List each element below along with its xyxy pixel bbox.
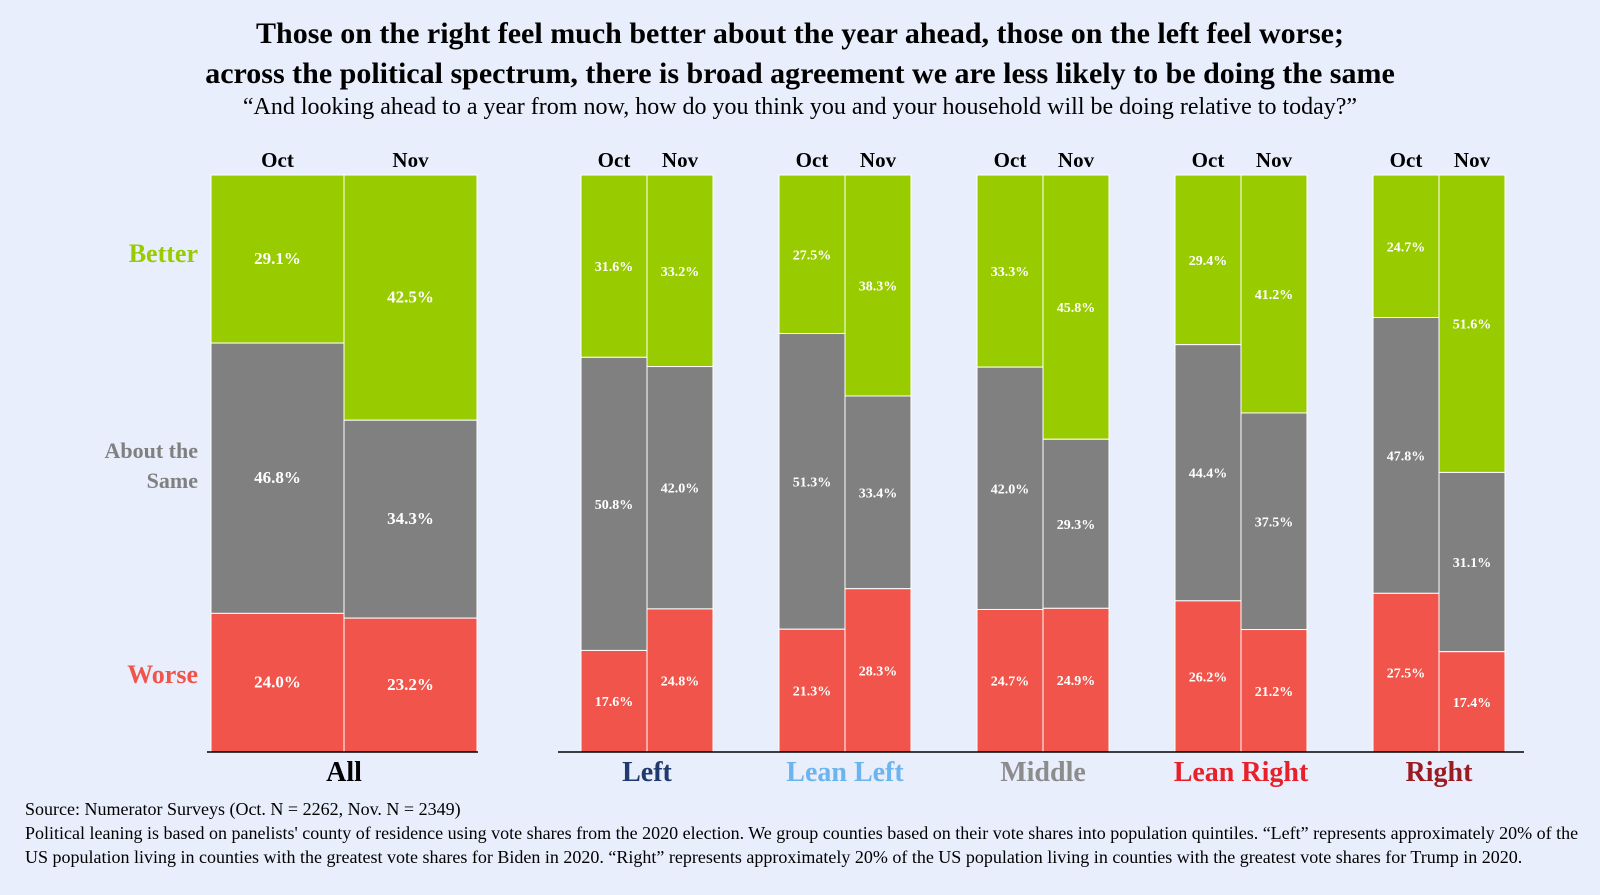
bar-period-label-all-oct: Oct: [261, 148, 294, 172]
data-label-better-right-nov: 51.6%: [1453, 318, 1492, 333]
data-label-same-left-oct: 50.8%: [595, 498, 634, 513]
bar-segment-better-right-oct: [1372, 174, 1440, 319]
data-label-same-middle-nov: 29.3%: [1057, 518, 1096, 533]
data-label-worse-right-nov: 17.4%: [1453, 696, 1492, 711]
bar-segment-worse-right-nov: [1438, 651, 1506, 753]
data-label-worse-left-nov: 24.8%: [661, 674, 700, 689]
group-label-lean-left: Lean Left: [786, 757, 904, 788]
bar-period-label-left-oct: Oct: [598, 148, 631, 172]
data-label-better-left-oct: 31.6%: [595, 260, 634, 275]
bar-period-label-left-nov: Nov: [662, 148, 699, 172]
bar-period-label-middle-nov: Nov: [1058, 148, 1095, 172]
row-label-better: Better: [129, 239, 198, 268]
bar-segment-better-lean-left-oct: [778, 174, 846, 335]
data-label-worse-middle-nov: 24.9%: [1057, 674, 1096, 689]
bar-segment-same-right-oct: [1372, 317, 1440, 594]
bar-segment-worse-lean-left-oct: [778, 628, 846, 753]
bar-segment-same-left-nov: [646, 366, 714, 610]
data-label-same-right-oct: 47.8%: [1387, 449, 1426, 464]
data-label-better-lean-right-oct: 29.4%: [1189, 254, 1228, 269]
bar-segment-worse-left-oct: [580, 649, 648, 753]
group-label-right: Right: [1406, 757, 1474, 788]
data-label-worse-lean-left-oct: 21.3%: [793, 685, 832, 700]
data-label-worse-all-oct: 24.0%: [254, 673, 301, 692]
group-label-lean-right: Lean Right: [1174, 757, 1309, 788]
data-label-better-right-oct: 24.7%: [1387, 240, 1426, 255]
bar-segment-worse-lean-right-nov: [1240, 629, 1308, 753]
row-label-same-line-2: Same: [147, 468, 199, 493]
stacked-bar-chart: 29.1% 46.8% 24.0% Oct 42.5% 34.3% 23.2% Nov All 3…: [104, 148, 1524, 788]
row-label-worse: Worse: [127, 660, 198, 689]
data-label-same-lean-left-nov: 33.4%: [859, 486, 898, 501]
bar-segment-same-middle-nov: [1042, 438, 1110, 609]
data-label-better-lean-left-nov: 38.3%: [859, 279, 898, 294]
bar-segment-better-lean-right-nov: [1240, 174, 1308, 414]
bar-period-label-lean-right-oct: Oct: [1192, 148, 1225, 172]
data-label-better-all-oct: 29.1%: [254, 249, 301, 268]
data-label-better-middle-nov: 45.8%: [1057, 301, 1096, 316]
bar-period-label-right-nov: Nov: [1454, 148, 1491, 172]
bar-segment-worse-lean-right-oct: [1174, 600, 1242, 753]
data-label-worse-middle-oct: 24.7%: [991, 675, 1030, 690]
methodology-note: Political leaning is based on panelists'…: [25, 823, 1579, 867]
bar-segment-same-lean-right-oct: [1174, 344, 1242, 602]
footer-notes: Source: Numerator Surveys (Oct. N = 2262…: [25, 797, 1585, 869]
bar-period-label-lean-left-oct: Oct: [796, 148, 829, 172]
data-label-same-lean-right-nov: 37.5%: [1255, 515, 1294, 530]
chart-title-line-2: across the political spectrum, there is …: [205, 57, 1395, 90]
bar-period-label-lean-right-nov: Nov: [1256, 148, 1293, 172]
bar-segment-worse-left-nov: [646, 608, 714, 753]
data-label-better-left-nov: 33.2%: [661, 265, 700, 280]
bar-period-label-right-oct: Oct: [1390, 148, 1423, 172]
bar-segment-worse-lean-left-nov: [844, 588, 912, 753]
bar-segment-worse-middle-nov: [1042, 607, 1110, 753]
data-label-same-middle-oct: 42.0%: [991, 482, 1030, 497]
bar-segment-same-lean-left-nov: [844, 395, 912, 590]
group-label-all: All: [326, 757, 362, 788]
data-label-worse-lean-right-oct: 26.2%: [1189, 670, 1228, 685]
bar-segment-same-all-oct: [210, 342, 345, 614]
bar-segment-worse-middle-oct: [976, 608, 1044, 753]
data-label-better-lean-left-oct: 27.5%: [793, 248, 832, 263]
data-label-same-lean-right-oct: 44.4%: [1189, 467, 1228, 482]
data-label-same-all-oct: 46.8%: [254, 468, 301, 487]
bar-segment-same-lean-left-oct: [778, 333, 846, 630]
bar-segment-better-right-nov: [1438, 174, 1506, 473]
data-label-same-all-nov: 34.3%: [387, 509, 434, 528]
data-label-same-left-nov: 42.0%: [661, 482, 700, 497]
data-label-same-lean-left-oct: 51.3%: [793, 475, 832, 490]
bar-segment-better-middle-nov: [1042, 174, 1110, 440]
data-label-better-middle-oct: 33.3%: [991, 265, 1030, 280]
chart-title: Those on the right feel much better abou…: [0, 14, 1600, 94]
bar-segment-same-lean-right-nov: [1240, 412, 1308, 631]
data-label-same-right-nov: 31.1%: [1453, 556, 1492, 571]
bar-segment-worse-right-oct: [1372, 592, 1440, 753]
bar-segment-better-lean-left-nov: [844, 174, 912, 397]
bar-segment-better-middle-oct: [976, 174, 1044, 368]
bar-segment-better-left-oct: [580, 174, 648, 358]
group-label-middle: Middle: [1000, 757, 1086, 788]
bar-period-label-middle-oct: Oct: [994, 148, 1027, 172]
data-label-better-all-nov: 42.5%: [387, 288, 434, 307]
chart-title-line-1: Those on the right feel much better abou…: [256, 17, 1344, 50]
chart-subtitle: “And looking ahead to a year from now, h…: [242, 94, 1358, 120]
group-label-left: Left: [622, 757, 672, 788]
bar-segment-better-left-nov: [646, 174, 714, 368]
data-label-better-lean-right-nov: 41.2%: [1255, 288, 1294, 303]
bar-segment-same-right-nov: [1438, 471, 1506, 653]
bar-segment-better-lean-right-oct: [1174, 174, 1242, 346]
data-label-worse-right-oct: 27.5%: [1387, 667, 1426, 682]
bar-segment-worse-all-nov: [343, 617, 478, 753]
bar-period-label-all-nov: Nov: [392, 148, 429, 172]
bar-segment-same-left-oct: [580, 356, 648, 651]
row-label-same-line-1: About the: [104, 438, 198, 463]
source-note: Source: Numerator Surveys (Oct. N = 2262…: [25, 799, 461, 819]
data-label-worse-left-oct: 17.6%: [595, 695, 634, 710]
data-label-worse-lean-right-nov: 21.2%: [1255, 685, 1294, 700]
data-label-worse-all-nov: 23.2%: [387, 675, 434, 694]
data-label-worse-lean-left-nov: 28.3%: [859, 664, 898, 679]
bar-period-label-lean-left-nov: Nov: [860, 148, 897, 172]
